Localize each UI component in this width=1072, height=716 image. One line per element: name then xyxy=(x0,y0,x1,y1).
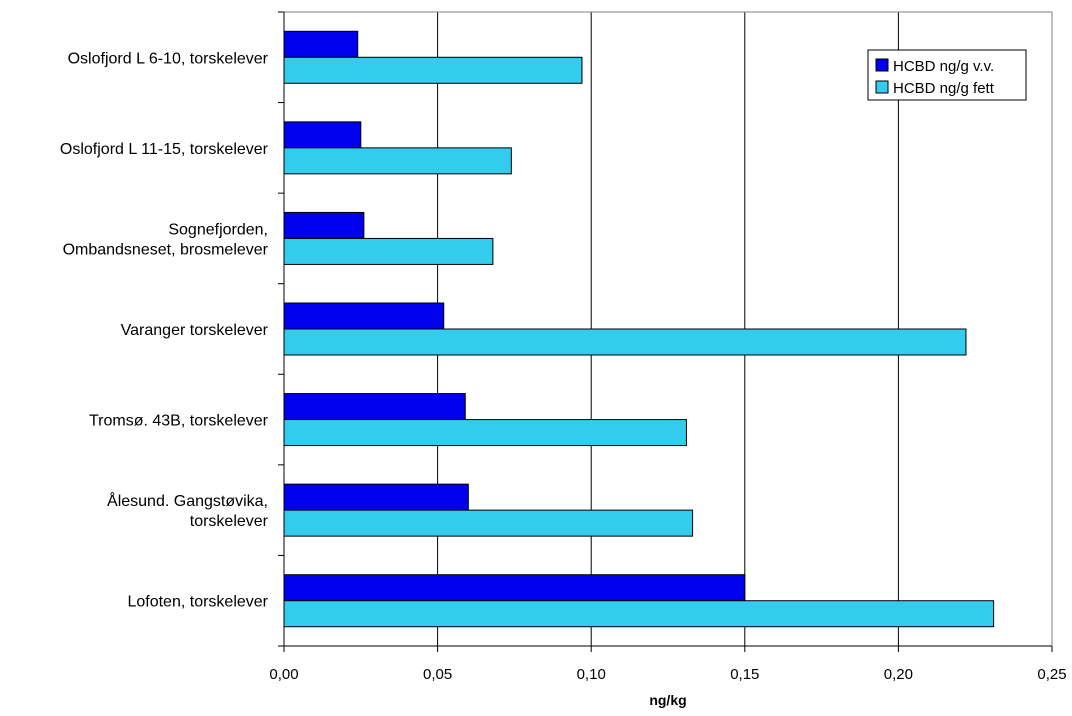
x-tick-label: 0,15 xyxy=(730,666,759,683)
bar-vv xyxy=(283,302,445,330)
x-tick-label: 0,00 xyxy=(269,666,298,683)
category-labels: Oslofjord L 6-10, torskelever Oslofjord L… xyxy=(60,50,269,610)
bar-fett xyxy=(283,328,967,356)
x-tick-labels: 0,00 0,05 0,10 0,15 0,20 0,25 xyxy=(269,666,1066,683)
bar-vv xyxy=(283,211,365,239)
bar-vv xyxy=(283,393,466,421)
bar-vv xyxy=(283,483,469,511)
legend-box xyxy=(867,49,1027,101)
category-label: Ombandsneset, brosmelever xyxy=(63,241,269,258)
category-label: Varanger torskelever xyxy=(121,322,269,339)
legend: HCBD ng/g v.v. HCBD ng/g fett xyxy=(867,49,1027,101)
bar-fett xyxy=(283,237,494,265)
x-tick-label: 0,25 xyxy=(1037,666,1066,683)
bar-vv xyxy=(283,30,359,58)
category-label: Tromsø. 43B, torskelever xyxy=(89,413,269,430)
bar-vv xyxy=(283,574,746,602)
bar-fett xyxy=(283,509,694,537)
bar-fett xyxy=(283,419,687,447)
category-label: Lofoten, torskelever xyxy=(127,594,268,611)
bar-fett xyxy=(283,56,583,84)
category-label: Oslofjord L 6-10, torskelever xyxy=(68,50,269,67)
x-tick-label: 0,20 xyxy=(884,666,913,683)
bars xyxy=(283,30,995,628)
bar-vv xyxy=(283,121,362,149)
category-label: Sognefjorden, xyxy=(168,221,268,238)
legend-label: HCBD ng/g fett xyxy=(893,80,995,97)
bar-fett xyxy=(283,600,995,628)
category-label: Ålesund. Gangstøvika, xyxy=(107,491,268,510)
bar-fett xyxy=(283,147,512,175)
x-axis-label: ng/kg xyxy=(649,692,686,708)
axes xyxy=(278,11,1053,652)
legend-swatch xyxy=(875,80,889,94)
legend-swatch xyxy=(875,58,889,72)
legend-label: HCBD ng/g v.v. xyxy=(893,58,994,75)
x-tick-label: 0,10 xyxy=(577,666,606,683)
category-label: torskelever xyxy=(190,513,269,530)
x-tick-label: 0,05 xyxy=(423,666,452,683)
category-label: Oslofjord L 11-15, torskelever xyxy=(60,141,269,158)
